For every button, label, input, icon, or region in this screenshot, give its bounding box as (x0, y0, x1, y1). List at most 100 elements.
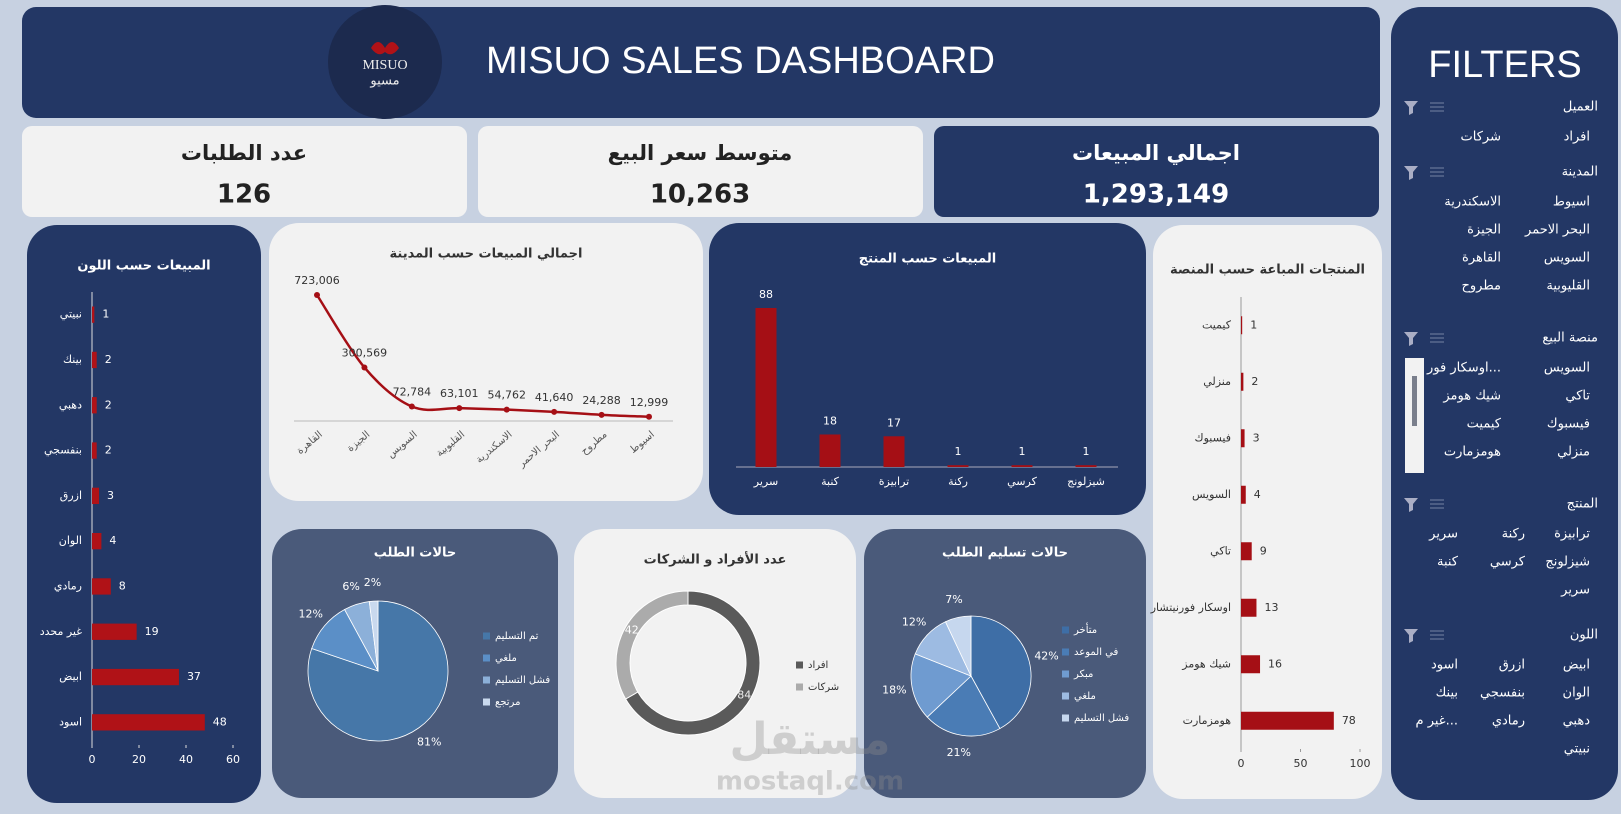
chart-title: حالات الطلب (374, 546, 457, 561)
filter-icon[interactable] (1404, 629, 1418, 643)
filter-item[interactable]: دهبي (1563, 714, 1591, 729)
legend-swatch (1062, 670, 1069, 678)
filter-icon[interactable] (1404, 332, 1418, 346)
filter-item[interactable]: بينك (1436, 686, 1458, 701)
value-label: 16 (1268, 657, 1282, 670)
category-label: سرير (753, 475, 778, 488)
filter-item[interactable]: غير م... (1416, 714, 1458, 729)
filter-item[interactable]: كيميت (1467, 417, 1502, 432)
legend-label: ملغي (1074, 691, 1096, 702)
filter-item[interactable]: رمادي (1492, 714, 1525, 729)
filter-item[interactable]: اسيوط (1553, 195, 1590, 210)
filter-item[interactable]: مطروح (1462, 279, 1501, 294)
filter-item[interactable]: السويس (1544, 361, 1590, 376)
select-icon[interactable] (1430, 167, 1444, 177)
filter-icon[interactable] (1404, 166, 1418, 180)
filter-item[interactable]: بنفسجي (1480, 686, 1525, 701)
kpi-label: عدد الطلبات (181, 141, 307, 165)
value-label: 300,569 (342, 346, 388, 359)
filter-item[interactable]: هومزمارت (1444, 445, 1501, 460)
legend-label: فشل التسليم (1074, 713, 1129, 724)
bar (947, 465, 969, 467)
bar (819, 434, 841, 467)
x-tick-label: 100 (1350, 757, 1371, 770)
category-label: غير محدد (40, 625, 83, 638)
select-icon[interactable] (1430, 333, 1444, 343)
select-icon[interactable] (1430, 499, 1444, 509)
bar (1241, 655, 1261, 674)
filter-item[interactable]: ترابيزة (1554, 527, 1590, 542)
filter-item[interactable]: افراد (1564, 130, 1590, 145)
pie-slice (970, 615, 1032, 730)
filter-icon[interactable] (1404, 498, 1418, 512)
value-label: 88 (759, 288, 773, 301)
filter-item[interactable]: ركنة (1502, 527, 1525, 542)
chart-title: المبيعات حسب اللون (77, 259, 210, 274)
category-label: رمادي (54, 579, 82, 592)
value-label: 3 (107, 489, 114, 502)
filter-item[interactable]: اسود (1431, 658, 1458, 673)
bar (1011, 465, 1033, 467)
value-label: 17 (887, 416, 901, 429)
filter-item[interactable]: نبيتي (1564, 742, 1590, 757)
value-label: 1 (1083, 445, 1090, 458)
bar (1241, 542, 1252, 561)
category-label: دهبي (59, 398, 82, 411)
filter-item[interactable]: اوسكار فور... (1426, 361, 1501, 376)
legend-swatch (483, 632, 490, 640)
chart-title: عدد الأفراد و الشركات (644, 551, 787, 568)
filter-item[interactable]: سرير (1560, 583, 1590, 598)
scrollbar-thumb[interactable] (1412, 376, 1417, 426)
legend-swatch (483, 698, 490, 706)
bar (92, 397, 97, 414)
category-label: ازرق (60, 489, 82, 502)
filter-item[interactable]: الجيزة (1467, 223, 1501, 238)
filter-item[interactable]: منزلي (1557, 445, 1590, 460)
legend-label: فشل التسليم (495, 675, 550, 686)
bar (92, 306, 95, 323)
legend-swatch (1062, 648, 1069, 656)
category-label: ابيض (59, 670, 82, 683)
filter-item[interactable]: كنبة (1437, 555, 1459, 570)
filter-item[interactable]: الاسكندرية (1444, 195, 1501, 210)
filter-item[interactable]: شيزلونج (1545, 555, 1590, 570)
filter-item[interactable]: القاهرة (1462, 251, 1501, 266)
filter-item[interactable]: السويس (1544, 251, 1590, 266)
select-icon[interactable] (1430, 630, 1444, 640)
category-label: ركنة (948, 475, 968, 488)
filter-item[interactable]: شيك هومز (1442, 389, 1501, 404)
kpi-value: 1,293,149 (1083, 180, 1229, 210)
value-label: 4 (109, 534, 116, 547)
category-label: كرسي (1007, 475, 1037, 488)
bar (92, 532, 102, 550)
bar (883, 436, 905, 467)
filter-icon[interactable] (1404, 101, 1418, 115)
filter-item[interactable]: سرير (1428, 527, 1458, 542)
watermark: mostaql.com (716, 767, 904, 797)
legend-label: افراد (808, 660, 828, 671)
filter-header: منصة البيع (1542, 331, 1598, 346)
value-label: 72,784 (393, 386, 432, 399)
select-icon[interactable] (1430, 102, 1444, 112)
bar (92, 351, 97, 369)
filter-item[interactable]: شركات (1461, 130, 1501, 145)
filter-item[interactable]: تاكي (1565, 389, 1590, 404)
filter-item[interactable]: البحر الاحمر (1524, 223, 1590, 238)
bar (1241, 316, 1243, 335)
legend-label: ملغي (495, 653, 517, 664)
pie-slice (926, 675, 1001, 737)
legend-swatch (483, 654, 490, 662)
filter-item[interactable]: كرسي (1490, 555, 1526, 570)
value-label: 19 (145, 625, 159, 638)
filter-item[interactable]: ابيض (1563, 658, 1590, 673)
category-label: شيك هومز (1181, 657, 1231, 670)
chart-title: اجمالي المبيعات حسب المدينة (390, 247, 583, 262)
filter-item[interactable]: الوان (1563, 686, 1590, 701)
filter-item[interactable]: فيسبوك (1547, 417, 1590, 432)
legend-swatch (796, 661, 803, 669)
filter-item[interactable]: القليوبية (1546, 279, 1590, 294)
category-label: السويس (1192, 488, 1231, 501)
legend-swatch (1062, 692, 1069, 700)
filter-item[interactable]: ازرق (1499, 658, 1525, 673)
chart-panel (574, 529, 856, 798)
